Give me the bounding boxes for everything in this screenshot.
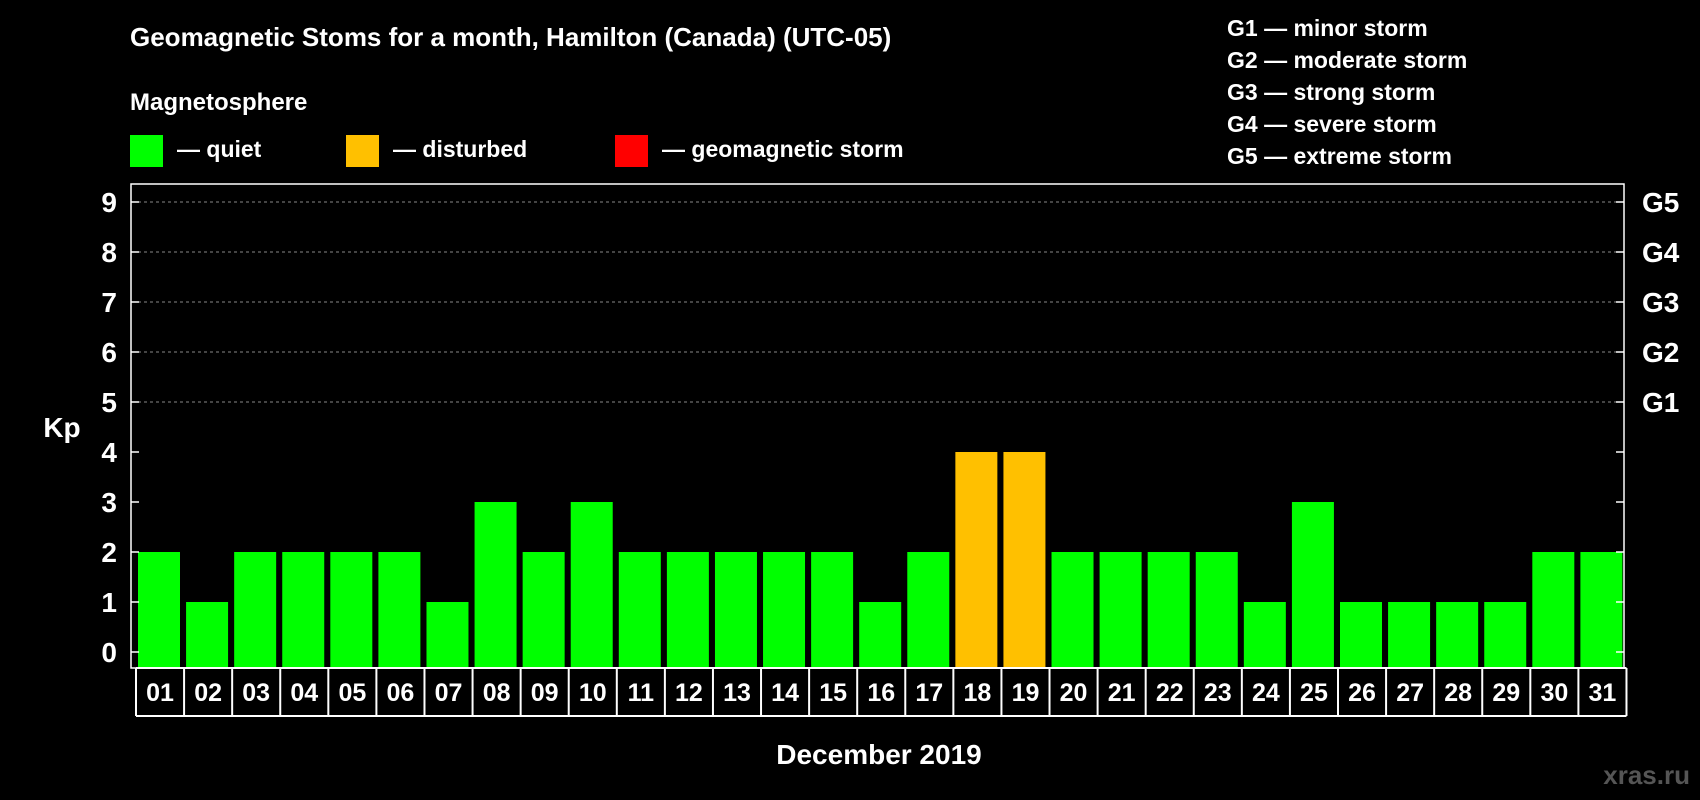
- y-tick-label: 4: [101, 437, 117, 468]
- x-tick-label: 02: [194, 679, 222, 707]
- x-tick-label: 26: [1348, 679, 1376, 707]
- legend-swatch-quiet: [130, 135, 163, 167]
- y-tick-label: 0: [101, 637, 117, 668]
- x-tick-label: 13: [723, 679, 751, 707]
- x-tick-label: 19: [1012, 679, 1040, 707]
- bar-day-01: [138, 552, 180, 668]
- bar-day-12: [666, 552, 709, 668]
- x-tick-label: 08: [483, 679, 511, 707]
- x-tick-label: 12: [675, 679, 703, 707]
- watermark: xras.ru: [1603, 760, 1690, 790]
- y-tick-label: 2: [101, 537, 117, 568]
- y-axis: 0 1 2 3 4 5 6 7 8 9: [101, 187, 139, 668]
- bar-day-24: [1243, 602, 1286, 668]
- legend-label-storm: — geomagnetic storm: [662, 136, 904, 162]
- x-tick-label: 09: [531, 679, 559, 707]
- bar-day-27: [1388, 602, 1431, 668]
- bar-day-31: [1580, 552, 1623, 668]
- legend-swatch-storm: [615, 135, 648, 167]
- x-tick-label: 18: [963, 679, 991, 707]
- x-tick-label: 06: [387, 679, 415, 707]
- x-tick-label: 14: [771, 679, 799, 707]
- storm-scale-g3: G3 — strong storm: [1227, 79, 1435, 105]
- bar-day-05: [330, 552, 373, 668]
- legend-swatch-disturbed: [346, 135, 379, 167]
- bar-day-10: [570, 502, 613, 668]
- x-tick-label: 22: [1156, 679, 1184, 707]
- bar-day-30: [1532, 552, 1575, 668]
- g-scale-label: G5: [1642, 187, 1679, 218]
- bar-day-22: [1147, 552, 1190, 668]
- storm-scale-g2: G2 — moderate storm: [1227, 47, 1467, 73]
- bar-day-29: [1484, 602, 1527, 668]
- bar-day-21: [1099, 552, 1142, 668]
- x-tick-label: 23: [1204, 679, 1232, 707]
- storm-scale-g4: G4 — severe storm: [1227, 111, 1437, 137]
- x-tick-label: 30: [1540, 679, 1568, 707]
- gridlines: [132, 201, 1623, 403]
- x-tick-label: 27: [1396, 679, 1424, 707]
- bar-day-14: [763, 552, 806, 668]
- bar-day-18: [955, 452, 998, 668]
- bar-day-19: [1003, 452, 1046, 668]
- bar-day-03: [234, 552, 277, 668]
- bar-day-17: [907, 552, 950, 668]
- g-scale-label: G4: [1642, 237, 1680, 268]
- bar-day-07: [426, 602, 469, 668]
- x-tick-label: 20: [1060, 679, 1088, 707]
- g-scale-label: G3: [1642, 287, 1679, 318]
- bar-day-15: [811, 552, 854, 668]
- bar-day-08: [474, 502, 517, 668]
- x-tick-label: 03: [242, 679, 270, 707]
- bar-day-20: [1051, 552, 1094, 668]
- y-tick-label: 3: [101, 487, 117, 518]
- x-tick-label: 01: [146, 679, 174, 707]
- x-axis-label: December 2019: [776, 739, 981, 770]
- bar-day-09: [522, 552, 565, 668]
- bar-day-04: [282, 552, 325, 668]
- x-tick-label: 07: [435, 679, 463, 707]
- bar-day-25: [1291, 502, 1334, 668]
- x-tick-label: 28: [1444, 679, 1472, 707]
- y-tick-label: 8: [101, 237, 117, 268]
- right-axis: G1 G2 G3 G4 G5: [1616, 187, 1680, 653]
- storm-scale-g5: G5 — extreme storm: [1227, 143, 1452, 169]
- bars-group: [138, 452, 1623, 668]
- y-tick-label: 9: [101, 187, 117, 218]
- x-tick-label: 17: [915, 679, 943, 707]
- legend-title: Magnetosphere: [130, 89, 307, 116]
- x-tick-label: 16: [867, 679, 895, 707]
- g-scale-label: G2: [1642, 337, 1679, 368]
- bar-day-26: [1340, 602, 1382, 668]
- chart-title: Geomagnetic Stoms for a month, Hamilton …: [130, 22, 891, 52]
- x-tick-label: 15: [819, 679, 847, 707]
- bar-day-13: [714, 552, 757, 668]
- bar-day-16: [859, 602, 902, 668]
- legend-label-quiet: — quiet: [177, 136, 262, 162]
- y-axis-label: Kp: [43, 412, 80, 443]
- x-tick-label: 04: [290, 679, 318, 707]
- legend-label-disturbed: — disturbed: [393, 136, 527, 162]
- y-tick-label: 1: [101, 587, 117, 618]
- x-tick-label: 11: [628, 679, 655, 707]
- y-tick-label: 6: [101, 337, 117, 368]
- x-tick-label: 24: [1252, 679, 1280, 707]
- x-tick-label: 05: [338, 679, 366, 707]
- x-tick-label: 29: [1492, 679, 1520, 707]
- bar-day-28: [1436, 602, 1479, 668]
- y-tick-label: 7: [101, 287, 117, 318]
- bar-day-06: [378, 552, 421, 668]
- bar-day-11: [618, 552, 661, 668]
- x-tick-label: 10: [579, 679, 607, 707]
- x-axis: 01 02 03 04 05 06 07 08 09 10 11 12 13 14 15 16 17 18 19 20…: [135, 667, 1628, 717]
- bar-day-02: [186, 602, 229, 668]
- y-tick-label: 5: [101, 387, 117, 418]
- storm-scale-g1: G1 — minor storm: [1227, 15, 1428, 41]
- x-tick-label: 21: [1108, 679, 1136, 707]
- g-scale-label: G1: [1642, 387, 1679, 418]
- bar-day-23: [1195, 552, 1238, 668]
- x-tick-label: 31: [1589, 679, 1617, 707]
- x-tick-label: 25: [1300, 679, 1328, 707]
